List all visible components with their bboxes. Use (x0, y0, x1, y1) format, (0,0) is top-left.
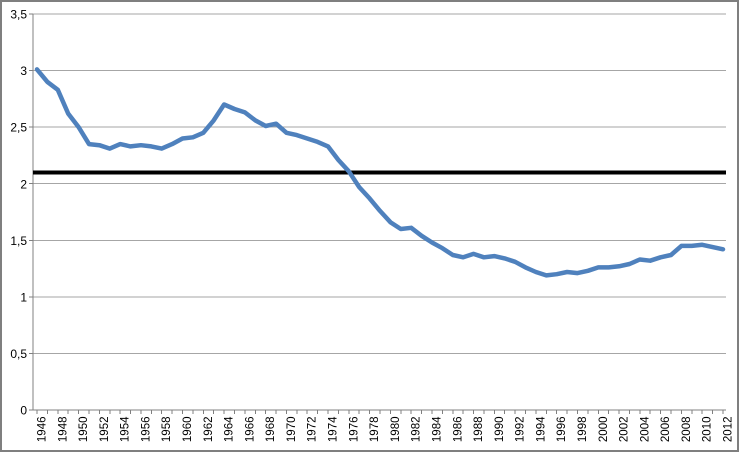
x-axis-tick-label: 1976 (348, 417, 360, 443)
horizontal-gridlines (33, 13, 726, 354)
x-axis-tick-label: 1946 (37, 417, 49, 443)
y-axis-tick-label: 2,5 (10, 121, 27, 135)
x-axis-tick-label: 1996 (556, 417, 568, 443)
x-axis-tick-label: 2012 (723, 417, 735, 443)
x-axis-tick-label: 1988 (473, 417, 485, 443)
x-axis-tick-label: 1984 (432, 416, 444, 442)
x-axis-tick-label: 1950 (78, 417, 90, 443)
x-axis-tick-label: 1958 (161, 417, 173, 443)
x-axis-tick-label: 1978 (369, 417, 381, 443)
y-axis-tick-label: 0 (20, 404, 27, 418)
x-axis-tick-label: 2004 (639, 416, 651, 442)
x-axis-tick-label: 1994 (535, 416, 547, 442)
y-axis-tick-label: 3 (20, 64, 27, 78)
x-axis-tick-label: 1974 (328, 416, 340, 442)
x-axis-tick-label: 1956 (140, 417, 152, 443)
x-axis-tick-label: 1982 (411, 417, 423, 443)
y-axis-tick-label: 2 (20, 177, 27, 191)
x-axis-tick-label: 1980 (390, 417, 402, 443)
x-axis-tick-label: 2002 (619, 417, 631, 443)
x-axis-tick-label: 1990 (494, 417, 506, 443)
x-axis-tick-label: 1972 (307, 417, 319, 443)
x-axis-tick-label: 1968 (265, 417, 277, 443)
x-axis-labels: 1946 1948 1950 1952 1954 1956 1958 1960 1962 1964… (37, 416, 735, 442)
axes (29, 13, 726, 414)
x-axis-tick-label: 1986 (452, 417, 464, 443)
x-axis-tick-label: 2008 (681, 417, 693, 443)
x-axis-tick-label: 1992 (515, 417, 527, 443)
x-axis-tick-label: 1966 (244, 417, 256, 443)
y-axis-tick-label: 1 (20, 290, 27, 304)
x-axis-tick-label: 1954 (120, 416, 132, 442)
x-axis-tick-label: 1998 (577, 417, 589, 443)
data-series-line (34, 67, 726, 278)
y-axis-tick-label: 1,5 (10, 234, 27, 248)
x-axis-tick-label: 1948 (57, 417, 69, 443)
x-axis-tick-label: 1964 (224, 416, 236, 442)
x-axis-tick-label: 2010 (702, 417, 714, 443)
y-axis-tick-label: 0,5 (10, 347, 27, 361)
x-axis-tick-label: 1962 (203, 417, 215, 443)
y-axis-tick-label: 3,5 (10, 8, 27, 22)
x-axis-tick-label: 1952 (99, 417, 111, 443)
x-axis-tick-label: 1960 (182, 417, 194, 443)
x-axis-tick-label: 2000 (598, 417, 610, 443)
y-axis-labels: 0 0,5 1 1,5 2 2,5 3 3,5 (10, 8, 27, 418)
x-axis-tick-label: 1970 (286, 417, 298, 443)
x-axis-tick-label: 2006 (660, 417, 672, 443)
